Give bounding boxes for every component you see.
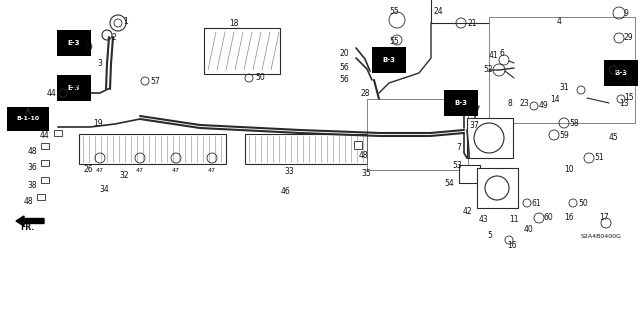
Text: 18: 18 [229, 19, 239, 27]
Text: 42: 42 [462, 206, 472, 216]
Text: 29: 29 [623, 33, 632, 42]
Text: 53: 53 [452, 161, 461, 170]
Text: 32: 32 [119, 172, 129, 181]
Text: 9: 9 [623, 9, 628, 18]
Bar [467, 118, 513, 158]
Text: 2: 2 [112, 33, 116, 42]
Text: 28: 28 [360, 88, 370, 98]
Text: 17: 17 [599, 213, 609, 222]
Text: 50: 50 [255, 73, 265, 83]
Text: 15: 15 [624, 93, 634, 101]
Text: B-3: B-3 [454, 100, 467, 106]
Bar [79, 134, 226, 164]
Text: 61: 61 [532, 198, 541, 207]
Text: FR.: FR. [20, 224, 34, 233]
Text: 47: 47 [96, 167, 104, 173]
Text: E-3: E-3 [68, 85, 80, 91]
Text: 56: 56 [339, 76, 349, 85]
Bar [459, 165, 480, 183]
Text: 52: 52 [483, 65, 493, 75]
Bar [41, 160, 49, 166]
Bar [245, 134, 367, 164]
Bar [514, 27, 610, 88]
Text: 27: 27 [69, 85, 79, 93]
Text: 59: 59 [559, 130, 569, 139]
Text: 4: 4 [557, 18, 561, 26]
Text: 8: 8 [507, 99, 512, 108]
Text: 3: 3 [97, 60, 102, 69]
Bar [354, 141, 362, 149]
Text: B-1-10: B-1-10 [17, 116, 40, 122]
Text: 33: 33 [284, 167, 294, 175]
Text: 10: 10 [564, 166, 573, 174]
Text: 50: 50 [617, 65, 627, 75]
Text: 30: 30 [624, 78, 634, 87]
Bar [41, 143, 49, 149]
Text: 6: 6 [499, 48, 504, 57]
Text: 24: 24 [434, 6, 444, 16]
Text: 47: 47 [172, 167, 180, 173]
Text: 36: 36 [28, 164, 37, 173]
Text: 44: 44 [39, 131, 49, 140]
Text: 34: 34 [99, 184, 109, 194]
Text: 48: 48 [28, 146, 37, 155]
Text: 56: 56 [339, 63, 349, 71]
Text: 16: 16 [507, 241, 516, 250]
Text: 14: 14 [550, 95, 559, 105]
Text: 55: 55 [389, 38, 399, 47]
Text: 55: 55 [389, 6, 399, 16]
Text: B-3: B-3 [614, 70, 627, 76]
Text: 60: 60 [544, 213, 554, 222]
Bar [41, 177, 49, 183]
Text: 23: 23 [519, 99, 529, 108]
Text: 47: 47 [136, 167, 144, 173]
Text: 31: 31 [559, 84, 568, 93]
Text: 49: 49 [539, 101, 548, 110]
Text: 26: 26 [83, 165, 93, 174]
Text: 45: 45 [609, 133, 619, 143]
Text: 20: 20 [339, 48, 349, 57]
Text: B-3: B-3 [383, 57, 396, 63]
FancyArrow shape [16, 216, 44, 226]
Text: 21: 21 [467, 19, 477, 27]
Bar [37, 194, 45, 200]
Text: 39: 39 [83, 43, 93, 53]
Text: 40: 40 [524, 226, 534, 234]
Text: 48: 48 [24, 197, 33, 206]
Text: 47: 47 [208, 167, 216, 173]
Text: 22: 22 [449, 105, 458, 114]
Text: 11: 11 [509, 216, 518, 225]
Text: 41: 41 [488, 51, 498, 61]
Text: 54: 54 [444, 179, 454, 188]
Text: E-3: E-3 [68, 40, 80, 46]
Text: 7: 7 [456, 144, 461, 152]
Text: 57: 57 [150, 77, 160, 85]
Text: 12: 12 [463, 108, 473, 117]
Text: S2A4B0400G: S2A4B0400G [581, 234, 622, 239]
Text: 51: 51 [594, 153, 604, 162]
Text: 44: 44 [46, 88, 56, 98]
Text: 58: 58 [569, 118, 579, 128]
Text: 5: 5 [487, 232, 492, 241]
Text: 38: 38 [28, 181, 37, 189]
Text: 46: 46 [281, 187, 291, 196]
Bar [204, 28, 280, 74]
Text: 48: 48 [359, 152, 369, 160]
Bar [477, 168, 518, 208]
Text: 50: 50 [578, 198, 588, 207]
Bar [489, 17, 635, 123]
Text: 16: 16 [564, 213, 573, 222]
Text: 43: 43 [479, 216, 489, 225]
Text: 1: 1 [123, 18, 128, 26]
Bar [54, 130, 62, 136]
Text: 37: 37 [469, 122, 479, 130]
Bar [367, 99, 468, 170]
Text: 35: 35 [361, 169, 371, 179]
Text: 19: 19 [93, 118, 102, 128]
Text: 13: 13 [619, 99, 628, 108]
